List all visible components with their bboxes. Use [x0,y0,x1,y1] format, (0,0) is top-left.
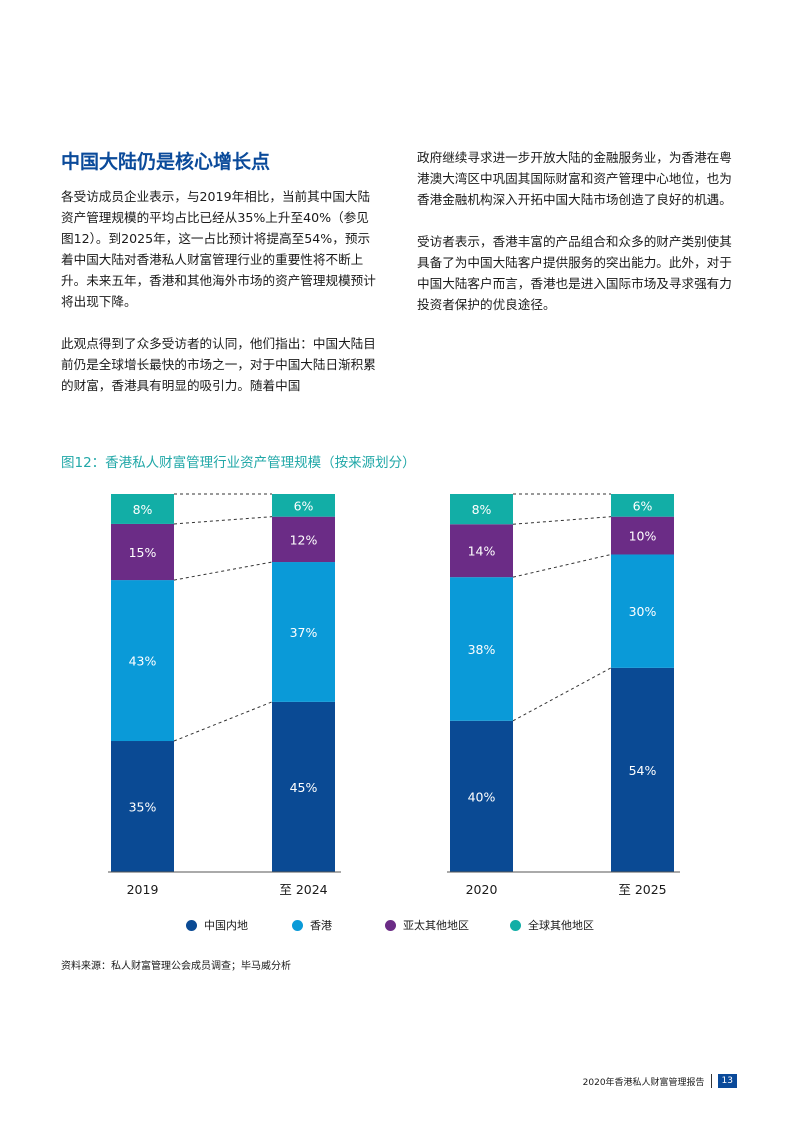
left-paragraph-1: 各受访成员企业表示，与2019年相比，当前其中国大陆资产管理规模的平均占比已经从… [61,189,376,309]
page-number: 13 [717,1074,737,1088]
bar-segment-1-1-3 [611,494,674,517]
source-note: 资料来源：私人财富管理公会成员调查；毕马威分析 [61,961,291,972]
bar-segment-1-0-0 [450,720,513,872]
bar-segment-1-0-3 [450,494,513,525]
bar-segment-1-1-2 [611,516,674,555]
bar-segment-0-1-3 [272,494,335,517]
data-label-0-1-2: 12% [290,532,318,547]
legend-item-hongkong: 香港 [292,917,332,933]
data-label-1-1-2: 10% [629,529,657,544]
bar-segment-0-0-0 [111,741,174,872]
data-label-1-1-0: 54% [629,763,657,778]
data-label-1-1-1: 30% [629,604,657,619]
legend-item-mainland: 中国内地 [186,917,248,933]
legend-swatch-hongkong [292,919,303,931]
data-label-0-1-0: 45% [290,780,318,795]
figure-title: 图12：香港私人财富管理行业资产管理规模（按来源划分） [61,455,416,471]
legend-swatch-mainland [186,919,197,931]
left-paragraph-2: 此观点得到了众多受访者的认同，他们指出：中国大陆目前仍是全球增长最快的市场之一，… [61,336,376,393]
bar-segment-1-1-0 [611,667,674,872]
legend-item-apac: 亚太其他地区 [385,917,469,933]
category-label-1-1: 至 2025 [618,882,666,897]
connector-line-1-2 [512,553,612,578]
page-footer: 2020年香港私人财富管理报告 13 [583,1074,737,1088]
data-label-1-0-3: 8% [472,502,492,517]
bar-segment-1-0-2 [450,524,513,578]
legend-label-mainland: 中国内地 [204,919,248,932]
left-column: 各受访成员企业表示，与2019年相比，当前其中国大陆资产管理规模的平均占比已经从… [61,186,381,417]
legend-label-apac: 亚太其他地区 [403,919,469,932]
category-label-0-0: 2019 [127,882,159,897]
footer-separator [710,1074,712,1088]
category-label-1-0: 2020 [466,882,498,897]
legend-label-hongkong: 香港 [310,919,332,932]
data-label-1-0-0: 40% [468,789,496,804]
data-label-1-0-2: 14% [468,544,496,559]
connector-line-0-2 [173,561,273,581]
bar-segment-0-1-1 [272,562,335,702]
data-label-0-0-0: 35% [129,800,157,815]
data-label-1-1-3: 6% [633,498,653,513]
data-label-0-0-3: 8% [133,502,153,517]
bar-segment-0-1-2 [272,516,335,563]
legend-label-global: 全球其他地区 [528,919,594,932]
stacked-bar-chart: 35% 43% 15% 8% 2019 45% 37% 12% 6% 至 2024 40% 38% 14… [108,493,680,897]
bar-segment-0-1-0 [272,701,335,872]
bar-segment-0-0-3 [111,494,174,524]
connector-line-0-3 [173,516,273,525]
legend-swatch-global [510,919,521,931]
footer-report-title: 2020年香港私人财富管理报告 [582,1077,705,1088]
right-column: 政府继续寻求进一步开放大陆的金融服务业，为香港在粤港澳大湾区中巩固其国际财富和资… [417,147,735,336]
bar-segment-1-1-1 [611,554,674,668]
data-label-0-0-2: 15% [129,545,157,560]
right-paragraph-1: 政府继续寻求进一步开放大陆的金融服务业，为香港在粤港澳大湾区中巩固其国际财富和资… [417,150,732,207]
data-label-0-0-1: 43% [129,654,157,669]
right-paragraph-2: 受访者表示，香港丰富的产品组合和众多的财产类别使其具备了为中国大陆客户提供服务的… [417,234,732,312]
connector-line-0-1 [173,701,273,742]
bar-segment-0-0-1 [111,580,174,742]
category-label-0-1: 至 2024 [279,882,327,897]
bar-segment-0-0-2 [111,523,174,581]
connector-line-1-1 [512,667,612,722]
data-label-0-1-1: 37% [290,625,318,640]
legend-swatch-apac [385,919,396,931]
legend-item-global: 全球其他地区 [510,917,594,933]
data-label-1-0-1: 38% [468,642,496,657]
section-heading: 中国大陆仍是核心增长点 [61,151,271,173]
data-label-0-1-3: 6% [294,498,314,513]
bar-segment-1-0-1 [450,577,513,721]
connector-line-1-3 [512,516,612,525]
